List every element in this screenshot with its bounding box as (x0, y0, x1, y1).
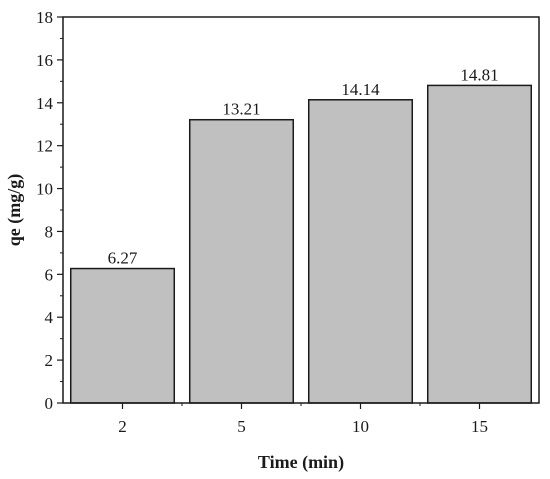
x-axis-ticks: 2 5 10 15 (118, 403, 488, 436)
y-tick-label: 6 (45, 265, 54, 284)
x-tick-label: 15 (471, 417, 488, 436)
data-label-5: 13.21 (222, 100, 260, 119)
bar-2 (69, 267, 176, 404)
data-label-15: 14.81 (460, 65, 498, 84)
data-label-2: 6.27 (108, 249, 138, 268)
y-tick-label: 12 (36, 137, 53, 156)
x-tick-label: 5 (237, 417, 246, 436)
x-axis-title: Time (min) (258, 452, 344, 473)
y-tick-label: 16 (36, 51, 53, 70)
y-axis-ticks: 0 2 4 6 8 10 12 14 16 18 (36, 8, 63, 413)
plot-frame (62, 16, 540, 404)
y-tick-label: 8 (45, 222, 54, 241)
y-tick-label: 0 (45, 394, 54, 413)
y-tick-label: 2 (45, 351, 54, 370)
bar-5 (188, 118, 295, 404)
y-axis-title: qe (mg/g) (4, 174, 25, 246)
y-tick-label: 10 (36, 180, 53, 199)
bars (69, 84, 533, 404)
y-tick-label: 14 (36, 94, 54, 113)
data-labels: 6.27 13.21 14.14 14.81 (108, 65, 499, 267)
y-tick-label: 18 (36, 8, 53, 27)
bar-10 (307, 99, 414, 404)
x-tick-label: 2 (118, 417, 127, 436)
data-label-10: 14.14 (341, 80, 380, 99)
y-tick-label: 4 (45, 308, 54, 327)
x-tick-label: 10 (352, 417, 369, 436)
bar-15 (426, 84, 533, 404)
